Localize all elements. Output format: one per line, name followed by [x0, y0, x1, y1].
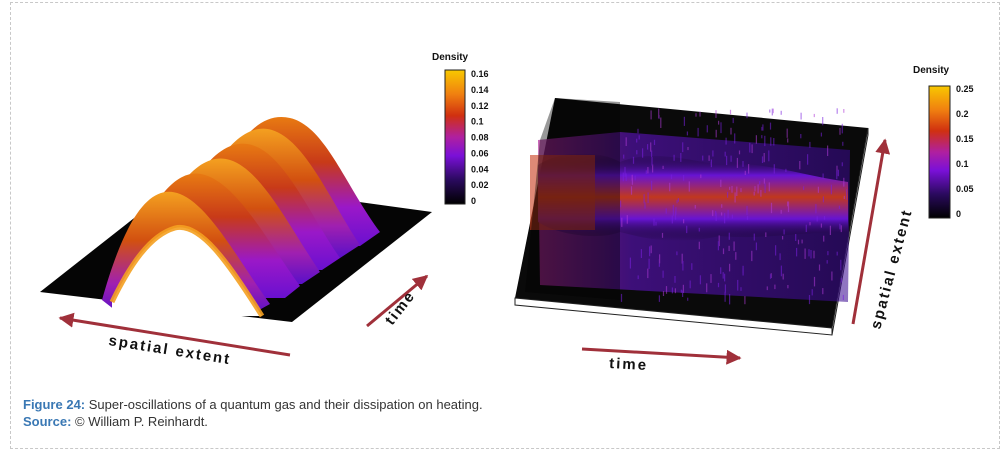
- figure-caption: Figure 24: Super-oscillations of a quant…: [23, 396, 483, 430]
- left-colorbar-tick-label: 0.16: [471, 69, 489, 79]
- spatial-extent-arrow-icon: [58, 312, 291, 357]
- caption-label: Figure 24:: [23, 397, 86, 412]
- right-surface-plot: [514, 98, 869, 336]
- left-colorbar: Density 0.16 0.14 0.12 0.1 0.08 0.06 0.04 0.02 0: [432, 52, 489, 206]
- right-colorbar-tick-label: 0.2: [956, 109, 969, 119]
- right-colorbar-tick-label: 0: [956, 209, 961, 219]
- left-x-axis-label: spatial extent: [107, 332, 232, 368]
- figure-frame: [10, 2, 1000, 449]
- left-colorbar-tick-label: 0.04: [471, 164, 489, 174]
- left-colorbar-tick-label: 0.12: [471, 101, 489, 111]
- right-colorbar-tick-label: 0.25: [956, 84, 974, 94]
- caption-line: Figure 24: Super-oscillations of a quant…: [23, 396, 483, 413]
- time-arrow-icon: [581, 347, 742, 365]
- left-surface-plot: [40, 117, 432, 322]
- right-colorbar-tick-label: 0.15: [956, 134, 974, 144]
- left-colorbar-tick-label: 0.06: [471, 148, 489, 158]
- spatial-extent-arrow-icon: [851, 138, 891, 325]
- source-line: Source: © William P. Reinhardt.: [23, 413, 483, 430]
- source-text: © William P. Reinhardt.: [75, 414, 208, 429]
- left-colorbar-tick-label: 0.1: [471, 117, 484, 127]
- left-colorbar-tick-label: 0: [471, 196, 476, 206]
- right-colorbar-title: Density: [913, 65, 950, 76]
- left-colorbar-tick-label: 0.14: [471, 85, 489, 95]
- right-y-axis-label: spatial extent: [867, 207, 915, 331]
- right-colorbar-tick-label: 0.1: [956, 159, 969, 169]
- left-colorbar-tick-label: 0.08: [471, 133, 489, 143]
- right-x-axis-label: time: [609, 355, 649, 374]
- caption-text: Super-oscillations of a quantum gas and …: [88, 397, 483, 412]
- left-colorbar-title: Density: [432, 52, 469, 63]
- left-colorbar-tick-label: 0.02: [471, 180, 489, 190]
- right-colorbar-tick-label: 0.05: [956, 184, 974, 194]
- source-label: Source:: [23, 414, 72, 429]
- time-arrow-icon: [366, 274, 429, 328]
- right-colorbar: Density 0.25 0.2 0.15 0.1 0.05 0: [913, 65, 974, 219]
